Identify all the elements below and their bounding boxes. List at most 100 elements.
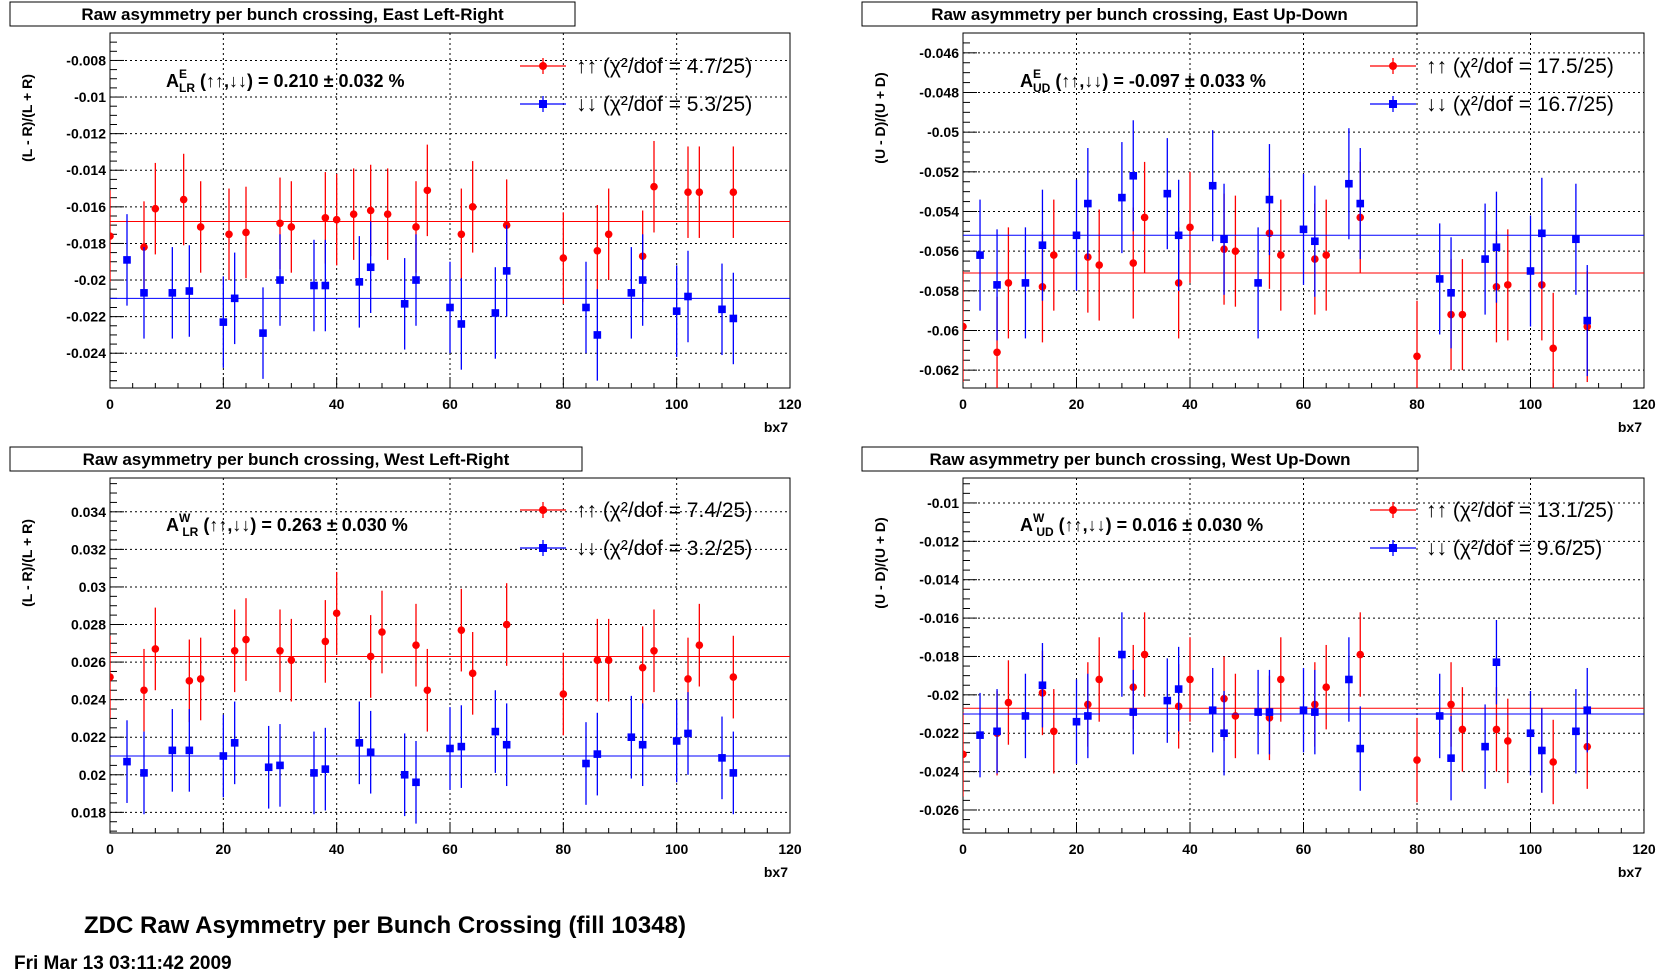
data-point	[1572, 727, 1580, 736]
data-point	[321, 637, 330, 646]
data-point	[264, 763, 273, 772]
y-tick-label: -0.014	[919, 572, 959, 588]
data-point	[729, 769, 738, 777]
x-tick-label: 120	[1632, 841, 1656, 857]
asymmetry-annotation: AW UD (↑↑,↓↓) = 0.016 ± 0.030 %	[1020, 511, 1263, 539]
data-point	[1345, 179, 1353, 188]
data-point	[1481, 742, 1489, 751]
data-point	[230, 647, 239, 655]
chart-panel-1: Raw asymmetry per bunch crossing, East L…	[9, 1, 802, 435]
data-point	[1447, 700, 1455, 709]
data-point	[502, 740, 511, 749]
x-tick-label: 120	[778, 396, 802, 412]
data-point	[1038, 241, 1047, 250]
legend-marker	[1389, 62, 1397, 70]
data-point	[1538, 229, 1546, 238]
chart-panel-2: Raw asymmetry per bunch crossing, East U…	[861, 1, 1656, 435]
data-point	[412, 778, 420, 787]
data-point	[457, 742, 466, 751]
data-point	[684, 292, 692, 301]
data-point	[1050, 727, 1058, 736]
x-tick-label: 20	[216, 396, 232, 412]
y-tick-label: -0.01	[927, 495, 959, 511]
data-point	[140, 686, 148, 695]
data-point	[718, 305, 726, 314]
legend-marker	[1389, 506, 1397, 514]
data-point	[963, 322, 967, 331]
legend-label: ↑↑ (χ²/dof = 7.4/25)	[576, 499, 752, 522]
data-point	[1413, 352, 1421, 361]
data-point	[1163, 696, 1172, 705]
chart-title-box	[9, 1, 576, 27]
data-point	[332, 215, 341, 224]
data-point	[502, 267, 511, 275]
data-point	[1220, 729, 1228, 738]
y-tick-label: -0.024	[919, 764, 959, 780]
data-point	[219, 752, 228, 760]
data-point	[242, 635, 250, 644]
y-axis-label: (L - R)/(L + R)	[19, 519, 35, 607]
data-point	[287, 223, 296, 231]
legend-label: ↓↓ (χ²/dof = 16.7/25)	[1426, 93, 1614, 116]
data-point	[1356, 744, 1365, 753]
data-point	[1265, 708, 1274, 716]
data-point	[1095, 261, 1103, 269]
y-tick-label: -0.026	[919, 802, 959, 818]
data-point	[378, 628, 386, 636]
data-point	[140, 289, 148, 297]
data-point	[593, 331, 602, 339]
x-tick-label: 0	[106, 841, 114, 857]
data-point	[1526, 267, 1535, 275]
data-point	[638, 276, 647, 284]
data-point	[1583, 316, 1592, 325]
x-tick-label: 120	[1632, 396, 1656, 412]
data-point	[491, 727, 500, 736]
data-point	[1356, 199, 1365, 208]
data-layer	[963, 612, 1644, 805]
x-tick-label: 40	[329, 841, 345, 857]
data-point	[276, 647, 284, 655]
x-tick-label: 60	[1296, 396, 1312, 412]
data-point	[729, 188, 738, 197]
legend-marker	[539, 62, 547, 70]
data-point	[1504, 737, 1512, 745]
data-point	[1140, 213, 1149, 222]
data-point	[1084, 712, 1092, 720]
data-point	[491, 309, 500, 317]
data-point	[168, 289, 177, 297]
data-point	[695, 641, 704, 649]
data-point	[627, 289, 636, 297]
legend-marker	[539, 100, 547, 108]
data-point	[383, 210, 392, 218]
figure-title: ZDC Raw Asymmetry per Bunch Crossing (fi…	[84, 912, 686, 939]
data-point	[1277, 675, 1285, 684]
data-point	[412, 276, 420, 284]
data-point	[287, 656, 296, 664]
data-point	[993, 727, 1001, 736]
data-point	[1572, 235, 1580, 244]
data-point	[1299, 706, 1308, 714]
x-axis-label: bx7	[1618, 419, 1642, 435]
y-tick-label: -0.022	[919, 725, 959, 741]
chart-title-box	[861, 446, 1419, 472]
x-axis-label: bx7	[1618, 864, 1642, 880]
x-tick-label: 0	[959, 841, 967, 857]
data-point	[457, 320, 466, 328]
data-point	[963, 750, 967, 759]
data-point	[1458, 310, 1467, 319]
data-point	[276, 219, 284, 228]
data-point	[185, 287, 194, 295]
data-point	[1220, 235, 1228, 244]
data-point	[140, 769, 148, 777]
data-point	[355, 739, 364, 747]
y-tick-label: 0.034	[71, 504, 106, 520]
legend-marker	[1389, 100, 1397, 108]
data-point	[366, 206, 375, 215]
data-point	[366, 748, 375, 757]
data-point	[310, 281, 318, 290]
data-point	[446, 744, 454, 753]
y-tick-label: 0.03	[79, 579, 106, 595]
y-tick-label: -0.016	[919, 610, 959, 626]
data-point	[332, 609, 341, 618]
